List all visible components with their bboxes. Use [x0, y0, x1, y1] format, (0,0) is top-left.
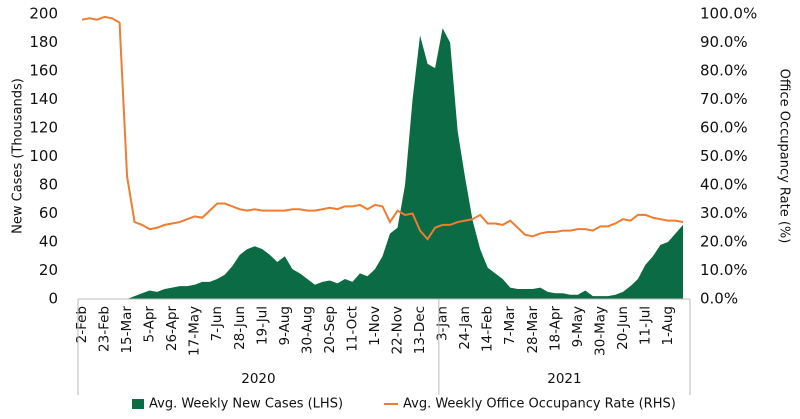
y-tick-label: 140: [29, 90, 58, 108]
y-tick-label: 200: [29, 5, 58, 23]
y2-tick-label: 60.0%: [700, 119, 748, 137]
y-tick-label: 60: [39, 204, 58, 222]
y2-tick-label: 80.0%: [700, 62, 748, 80]
x-tick-label: 11-Jul: [637, 306, 653, 345]
y2-tick-label: 40.0%: [700, 176, 748, 194]
x-tick-label: 2-Feb: [74, 306, 90, 343]
x-tick-label: 1-Nov: [367, 306, 383, 346]
y2-tick-label: 0.0%: [700, 290, 738, 308]
x-tick-label: 18-Apr: [547, 306, 563, 352]
y2-tick-label: 100.0%: [700, 5, 757, 23]
x-tick-label: 17-May: [187, 306, 203, 356]
y2-tick-label: 20.0%: [700, 233, 748, 251]
x-tick-label: 30-May: [592, 306, 608, 356]
y2-tick-label: 30.0%: [700, 204, 748, 222]
x-tick-label: 20-Jun: [615, 306, 631, 350]
x-tick-label: 19-Jul: [254, 306, 270, 345]
y-tick-label: 0: [48, 290, 58, 308]
y2-axis-title: Office Occupancy Rate (%): [777, 69, 792, 244]
x-tick-label: 7-Jun: [209, 306, 225, 341]
x-tick-label: 14-Feb: [480, 306, 496, 352]
x-group-label: 2021: [547, 371, 581, 387]
x-tick-label: 22-Nov: [390, 306, 406, 354]
y-tick-label: 180: [29, 33, 58, 51]
y-tick-label: 40: [39, 233, 58, 251]
y-tick-label: 20: [39, 261, 58, 279]
x-tick-label: 13-Dec: [412, 306, 428, 354]
y-tick-label: 120: [29, 119, 58, 137]
x-tick-label: 28-Mar: [525, 306, 541, 354]
x-tick-label: 28-Jun: [232, 306, 248, 350]
y-tick-label: 160: [29, 62, 58, 80]
x-tick-label: 26-Apr: [164, 306, 180, 352]
x-tick-label: 5-Apr: [142, 306, 158, 343]
y-axis-title: New Cases (Thousands): [11, 78, 26, 234]
y2-tick-label: 70.0%: [700, 90, 748, 108]
x-group-label: 2020: [241, 371, 275, 387]
y-tick-label: 80: [39, 176, 58, 194]
x-tick-label: 23-Feb: [97, 306, 113, 352]
x-tick-label: 20-Sep: [322, 306, 338, 354]
cases-area: [82, 28, 683, 299]
x-tick-label: 11-Oct: [344, 306, 360, 352]
y2-tick-label: 10.0%: [700, 261, 748, 279]
x-tick-label: 30-Aug: [299, 306, 315, 354]
legend-swatch: [132, 399, 144, 409]
x-tick-label: 3-Jan: [435, 306, 451, 341]
x-tick-label: 9-Aug: [277, 306, 293, 346]
x-tick-label: 15-Mar: [119, 306, 135, 354]
y2-tick-label: 50.0%: [700, 147, 748, 165]
legend-label: Avg. Weekly New Cases (LHS): [149, 397, 343, 412]
y-tick-label: 100: [29, 147, 58, 165]
legend-label: Avg. Weekly Office Occupancy Rate (RHS): [403, 397, 676, 412]
x-tick-label: 9-May: [570, 306, 586, 347]
x-tick-label: 7-Mar: [502, 306, 518, 345]
x-tick-label: 1-Aug: [660, 306, 676, 346]
x-tick-label: 24-Jan: [457, 306, 473, 350]
y2-tick-label: 90.0%: [700, 33, 748, 51]
occupancy-line: [81, 15, 684, 241]
